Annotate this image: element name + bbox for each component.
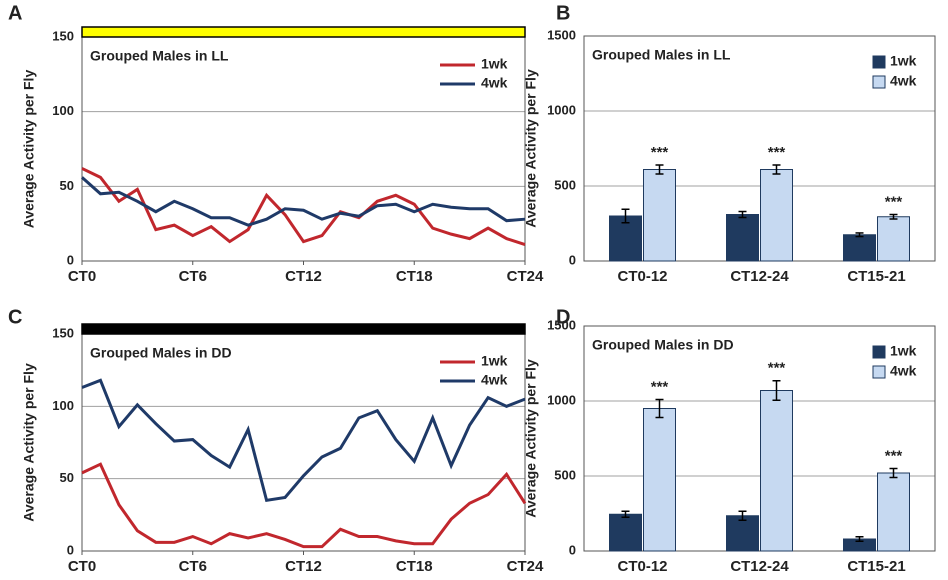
panel-letter: D [556,306,570,328]
error-bar [855,536,864,542]
line [81,378,526,503]
panel-letter: A [8,2,22,24]
y-axis-label: Average Activity per Fly [523,69,539,228]
error-bar [738,510,747,521]
error-bar [889,213,898,220]
legend-label: 1wk [481,56,508,72]
x-tick-label: CT0-12 [617,268,667,285]
x-tick-label: CT12-24 [730,268,789,285]
bar [609,513,642,552]
x-tick-label: CT0 [68,558,96,575]
y-tick-label: 1500 [547,317,576,332]
legend-label: 4wk [481,75,508,91]
legend-label: 1wk [890,53,917,69]
y-tick-label: 100 [52,398,74,413]
panel-letter: C [8,306,22,328]
bar [843,234,876,262]
significance: *** [768,360,786,377]
y-tick-label: 1000 [547,392,576,407]
legend-label: 1wk [890,343,917,359]
legend-swatch [872,55,886,69]
y-tick-label: 50 [60,470,74,485]
error-bar [772,380,781,401]
y-axis-label: Average Activity per Fly [523,359,539,518]
bar [877,216,910,262]
y-tick-label: 150 [52,28,74,43]
y-tick-label: 0 [569,252,576,267]
bar [760,169,793,262]
x-tick-label: CT0 [68,268,96,285]
line [81,167,526,247]
bar [609,215,642,262]
bar [643,169,676,262]
error-bar [855,232,864,238]
chart-title: Grouped Males in LL [592,47,731,63]
error-bar [621,208,630,224]
error-bar [738,210,747,219]
significance: *** [885,193,903,210]
bar [760,390,793,552]
y-tick-label: 1500 [547,27,576,42]
y-axis-label: Average Activity per Fly [21,70,37,229]
bar [877,472,910,552]
plot-frame [583,325,936,552]
bar [726,515,759,552]
legend-label: 4wk [481,372,508,388]
x-tick-label: CT15-21 [847,558,905,575]
y-tick-label: 100 [52,103,74,118]
line [81,176,526,227]
chart-title: Grouped Males in DD [592,337,734,353]
y-tick-label: 500 [554,177,576,192]
error-bar [772,164,781,175]
error-bar [655,398,664,419]
plot-frame [81,333,526,552]
bar [643,408,676,552]
x-tick-label: CT12 [285,268,322,285]
legend-label: 4wk [890,73,917,89]
error-bar [621,510,630,518]
y-tick-label: 50 [60,178,74,193]
x-tick-label: CT24 [507,268,544,285]
error-bar [889,467,898,479]
panel-letter: B [556,2,570,24]
y-tick-label: 0 [67,252,74,267]
x-tick-label: CT15-21 [847,268,905,285]
chart-title: Grouped Males in LL [90,48,229,64]
significance: *** [768,144,786,161]
significance: *** [651,378,669,395]
legend-swatch [872,75,886,89]
x-tick-label: CT18 [396,558,433,575]
y-tick-label: 0 [67,542,74,557]
bar [726,214,759,262]
error-bar [655,164,664,175]
legend-swatch [872,345,886,359]
y-tick-label: 1000 [547,102,576,117]
significance: *** [651,144,669,161]
y-tick-label: 150 [52,325,74,340]
chart-title: Grouped Males in DD [90,345,232,361]
x-tick-label: CT12 [285,558,322,575]
plot-frame [583,35,936,262]
legend-label: 1wk [481,353,508,369]
x-tick-label: CT24 [507,558,544,575]
plot-frame [81,36,526,262]
legend-label: 4wk [890,363,917,379]
line [81,462,527,549]
y-tick-label: 500 [554,467,576,482]
x-tick-label: CT6 [179,268,207,285]
legend-swatch [872,365,886,379]
significance: *** [885,447,903,464]
x-tick-label: CT12-24 [730,558,789,575]
x-tick-label: CT18 [396,268,433,285]
y-axis-label: Average Activity per Fly [21,363,37,522]
y-tick-label: 0 [569,542,576,557]
condition-bar [81,26,526,38]
condition-bar [81,323,526,335]
x-tick-label: CT0-12 [617,558,667,575]
x-tick-label: CT6 [179,558,207,575]
